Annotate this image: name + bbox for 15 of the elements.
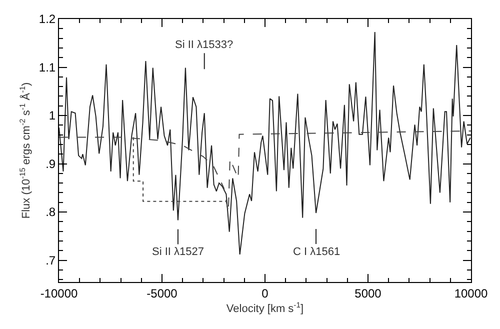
annotation: Si II λ1533? — [175, 39, 234, 51]
y-tick-label: .9 — [46, 156, 56, 171]
x-tick-label: 5000 — [354, 286, 382, 300]
y-tick-label: 1.2 — [38, 12, 56, 26]
x-tick-label: 0 — [262, 286, 269, 300]
x-tick-label: 10000 — [454, 286, 488, 300]
x-tick-label: -5000 — [146, 286, 178, 300]
x-axis-title: Velocity [km s$^{-1}$] — [226, 300, 304, 316]
y-tick-label: 1.1 — [38, 60, 56, 74]
y-tick-label: 1 — [48, 108, 56, 123]
y-tick-label: .8 — [46, 205, 56, 220]
y-tick-label: .7 — [46, 253, 56, 268]
annotation: C I λ1561 — [293, 246, 340, 258]
annotation: Si II λ1527 — [152, 246, 204, 258]
x-tick-label: -10000 — [40, 286, 78, 300]
